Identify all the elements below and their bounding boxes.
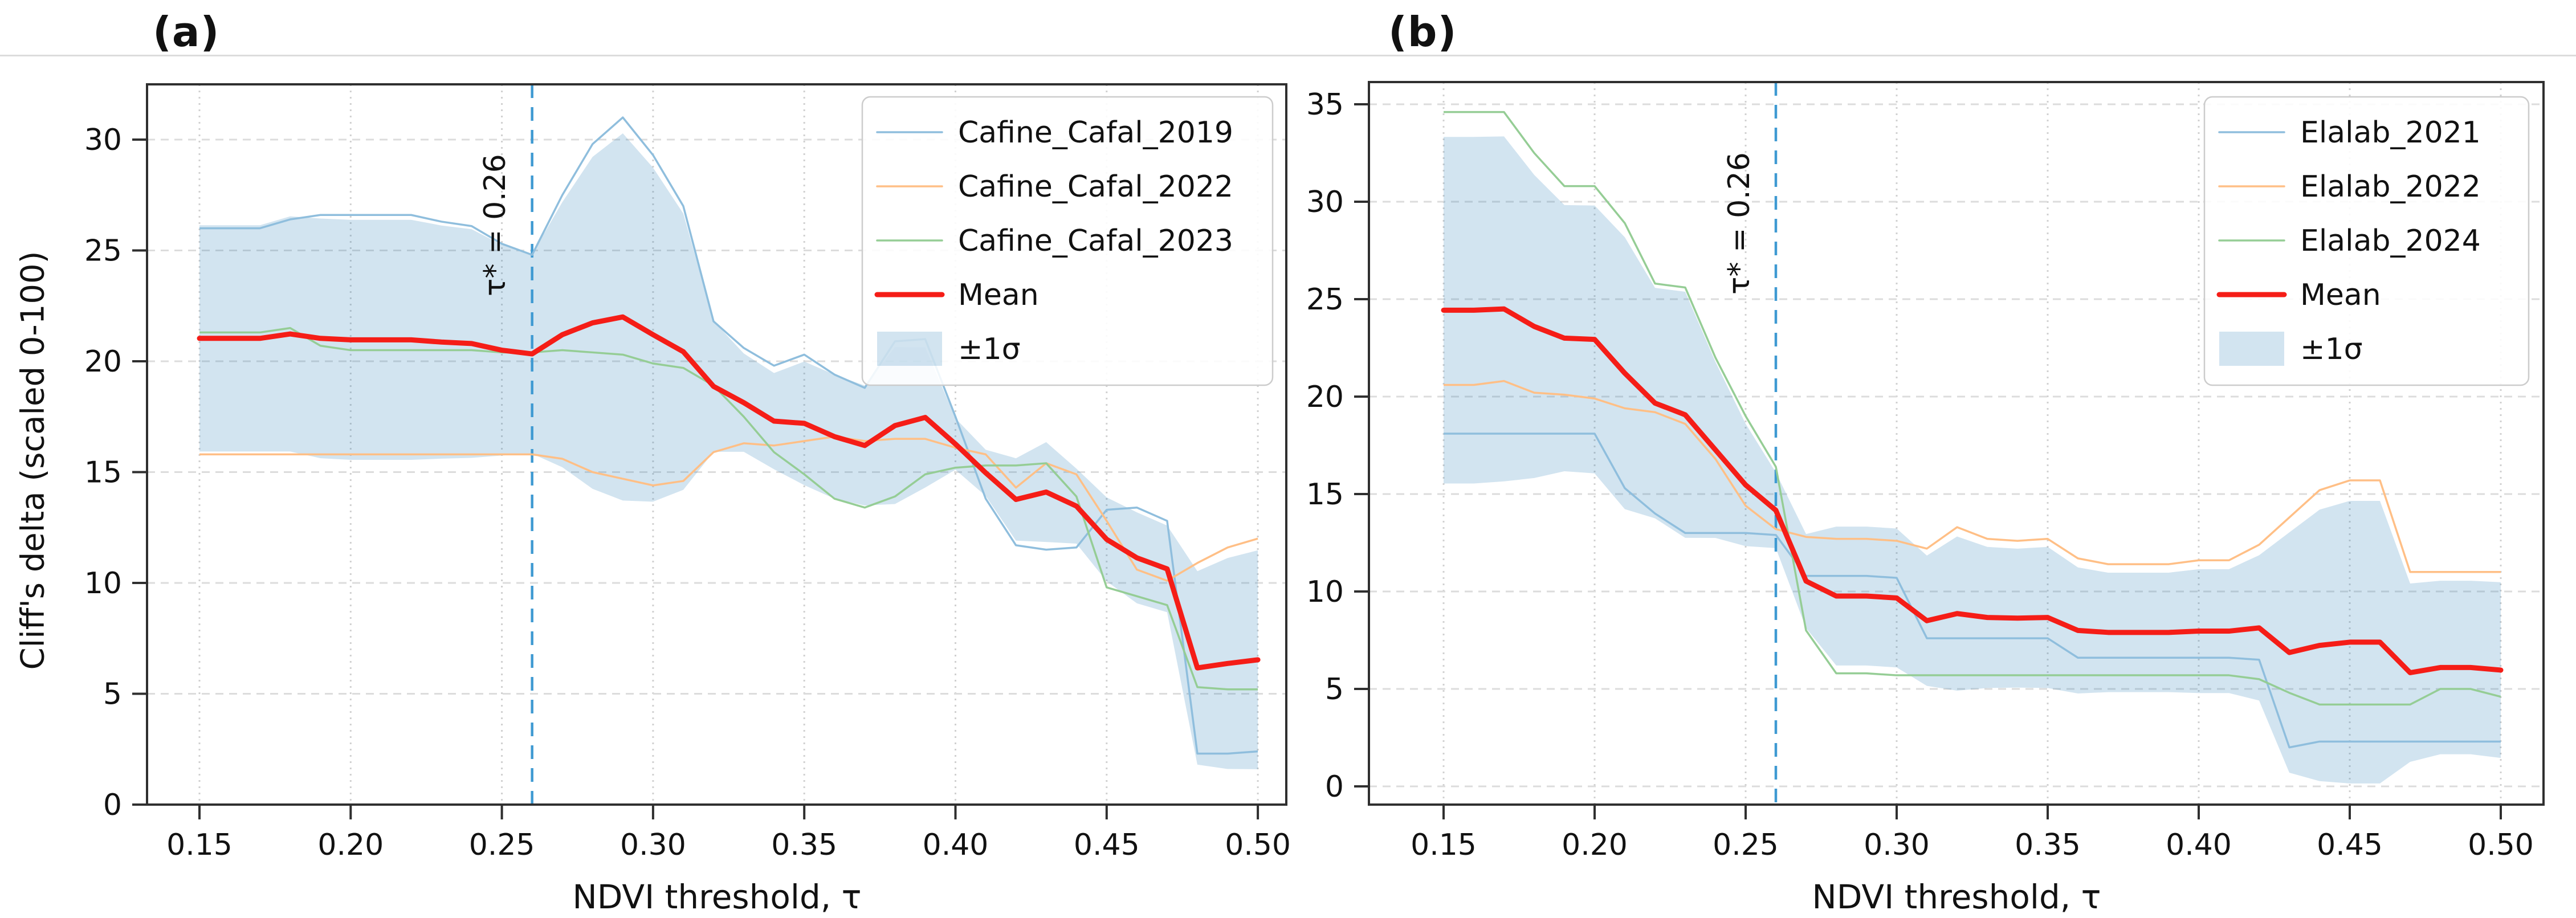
x-tick-label: 0.45 [1074, 828, 1140, 862]
x-tick-label: 0.40 [923, 828, 989, 862]
panel-a-x-axis-label: NDVI threshold, τ [572, 878, 862, 916]
x-tick-label: 0.35 [771, 828, 837, 862]
x-tick-label: 0.25 [469, 828, 535, 862]
series-line-Cafine_Cafal_2022 [199, 435, 1258, 582]
x-tick-label: 0.25 [1713, 828, 1779, 862]
axes-border [146, 83, 1287, 806]
series-line-Elalab_2024 [1444, 111, 2501, 706]
panel-a-title: (a) [153, 8, 220, 56]
x-tick-label: 0.40 [2166, 828, 2232, 862]
x-tick-label: 0.15 [1411, 828, 1477, 862]
x-tick-label: 0.30 [1864, 828, 1930, 862]
legend-label-Mean: Mean [2300, 278, 2381, 312]
y-tick-label: 15 [84, 456, 122, 490]
y-tick-label: 15 [1306, 478, 1344, 512]
legend-box [861, 96, 1274, 386]
series-line-Elalab_2022 [1444, 380, 2501, 573]
x-tick-label: 0.20 [317, 828, 384, 862]
y-tick-label: 30 [84, 123, 122, 157]
legend-swatch-±1σ [877, 332, 942, 366]
series-line-Elalab_2021 [1444, 433, 2501, 749]
series-line-Cafine_Cafal_2019 [199, 116, 1258, 755]
y-tick-label: 20 [1306, 380, 1344, 414]
legend: Elalab_2021 Elalab_2022 Elalab_2024 Mean ±1σ [2203, 96, 2530, 386]
y-tick-label: 5 [103, 678, 122, 712]
panel-b-title: (b) [1388, 8, 1457, 56]
y-tick-label: 20 [84, 345, 122, 379]
legend-label-Elalab_2022: Elalab_2022 [2300, 170, 2481, 204]
legend-label-Elalab_2024: Elalab_2024 [2300, 224, 2481, 258]
panel-b: 0.15 0.20 0.25 0.30 0.35 0.40 0.45 0.50 0 5 10 15 20… [1306, 81, 2545, 862]
legend-label-Cafine_Cafal_2022: Cafine_Cafal_2022 [958, 170, 1233, 204]
y-tick-label: 10 [1306, 575, 1344, 609]
mean-line [1441, 306, 2504, 675]
panel-b-threshold-annotation: τ* = 0.26 [1722, 152, 1756, 295]
y-tick-label: 10 [84, 566, 122, 601]
panel-a: 0.15 0.20 0.25 0.30 0.35 0.40 0.45 0.50 0 5 10 15 20… [84, 83, 1291, 862]
top-divider-line [0, 55, 2576, 56]
legend-box [2203, 96, 2530, 386]
mean-line [197, 314, 1261, 671]
axes-border [1368, 81, 2545, 806]
y-tick-label: 25 [84, 234, 122, 268]
legend-label-Cafine_Cafal_2019: Cafine_Cafal_2019 [958, 116, 1233, 150]
y-tick-label: 5 [1325, 672, 1344, 707]
x-tick-label: 0.50 [1225, 828, 1291, 862]
legend: Cafine_Cafal_2019 Cafine_Cafal_2022 Cafine… [861, 96, 1274, 386]
legend-label-±1σ: ±1σ [958, 332, 1021, 366]
sigma-band [199, 133, 1258, 769]
y-tick-label: 0 [103, 788, 122, 822]
panel-b-x-axis-label: NDVI threshold, τ [1812, 878, 2101, 916]
y-tick-label: 35 [1306, 88, 1344, 122]
legend-label-Elalab_2021: Elalab_2021 [2300, 116, 2481, 150]
y-tick-label: 30 [1306, 185, 1344, 219]
panel-a-y-axis-label: Cliff's delta (scaled 0-100) [14, 251, 52, 670]
x-tick-label: 0.50 [2468, 828, 2534, 862]
x-tick-label: 0.15 [166, 828, 233, 862]
y-tick-label: 25 [1306, 283, 1344, 317]
legend-swatch-±1σ [2219, 332, 2284, 366]
legend-label-±1σ: ±1σ [2300, 332, 2363, 366]
x-tick-label: 0.35 [2015, 828, 2081, 862]
legend-label-Cafine_Cafal_2023: Cafine_Cafal_2023 [958, 224, 1233, 258]
x-tick-label: 0.20 [1562, 828, 1628, 862]
panel-a-threshold-annotation: τ* = 0.26 [478, 154, 512, 296]
legend-label-Mean: Mean [958, 278, 1039, 312]
x-tick-label: 0.30 [620, 828, 686, 862]
x-tick-label: 0.45 [2317, 828, 2383, 862]
sigma-band [1444, 136, 2501, 784]
y-tick-label: 0 [1325, 770, 1344, 804]
